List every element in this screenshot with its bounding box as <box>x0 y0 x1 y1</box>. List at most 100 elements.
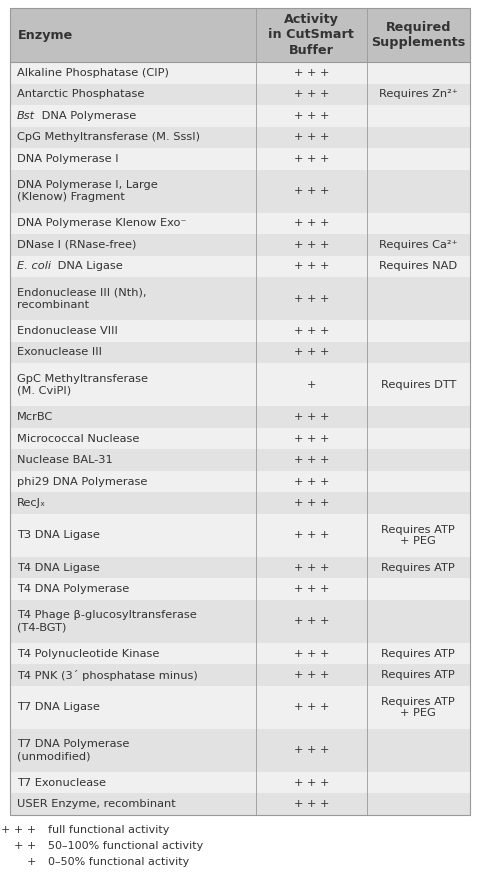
Bar <box>10 321 470 342</box>
Text: T4 Polynucleotide Kinase: T4 Polynucleotide Kinase <box>17 649 159 659</box>
Bar <box>10 600 470 643</box>
Text: + + +: + + + <box>1 825 36 835</box>
Bar <box>10 772 470 794</box>
Text: + + +: + + + <box>294 294 329 304</box>
Text: Requires ATP
+ PEG: Requires ATP + PEG <box>382 697 455 718</box>
Text: + + +: + + + <box>294 649 329 659</box>
Text: + +: + + <box>14 841 36 851</box>
Bar <box>10 729 470 772</box>
Text: + + +: + + + <box>294 326 329 336</box>
Text: + + +: + + + <box>294 670 329 680</box>
Bar <box>10 8 470 62</box>
Text: + + +: + + + <box>294 89 329 99</box>
Text: +: + <box>26 857 36 867</box>
Text: + + +: + + + <box>294 703 329 713</box>
Bar <box>10 578 470 600</box>
Bar <box>10 664 470 686</box>
Text: Antarctic Phosphatase: Antarctic Phosphatase <box>17 89 144 99</box>
Bar <box>10 256 470 277</box>
Text: + + +: + + + <box>294 412 329 422</box>
Bar <box>10 449 470 471</box>
Text: GpC Methyltransferase
(M. CviPI): GpC Methyltransferase (M. CviPI) <box>17 374 148 396</box>
Text: T7 DNA Polymerase
(unmodified): T7 DNA Polymerase (unmodified) <box>17 739 130 762</box>
Text: Micrococcal Nuclease: Micrococcal Nuclease <box>17 434 139 443</box>
Text: 0–50% functional activity: 0–50% functional activity <box>48 857 189 867</box>
Text: + + +: + + + <box>294 240 329 250</box>
Bar <box>10 62 470 84</box>
Bar <box>10 342 470 363</box>
Text: Nuclease BAL-31: Nuclease BAL-31 <box>17 455 113 465</box>
Text: + + +: + + + <box>294 498 329 508</box>
Text: Bst: Bst <box>17 110 35 121</box>
Text: Exonuclease III: Exonuclease III <box>17 347 102 358</box>
Text: USER Enzyme, recombinant: USER Enzyme, recombinant <box>17 799 176 809</box>
Text: + + +: + + + <box>294 261 329 271</box>
Text: T3 DNA Ligase: T3 DNA Ligase <box>17 531 100 540</box>
Text: Requires Zn²⁺: Requires Zn²⁺ <box>379 89 458 99</box>
Text: Alkaline Phosphatase (CIP): Alkaline Phosphatase (CIP) <box>17 68 169 78</box>
Bar <box>10 234 470 256</box>
Text: + + +: + + + <box>294 347 329 358</box>
Text: Requires ATP: Requires ATP <box>382 670 455 680</box>
Text: DNA Polymerase I, Large
(Klenow) Fragment: DNA Polymerase I, Large (Klenow) Fragmen… <box>17 180 158 202</box>
Bar <box>10 170 470 213</box>
Bar <box>10 105 470 126</box>
Bar <box>10 686 470 729</box>
Text: E. coli: E. coli <box>17 261 51 271</box>
Text: Requires ATP
+ PEG: Requires ATP + PEG <box>382 525 455 546</box>
Bar <box>10 493 470 514</box>
Text: McrBC: McrBC <box>17 412 53 422</box>
Text: DNA Polymerase Klenow Exo⁻: DNA Polymerase Klenow Exo⁻ <box>17 218 187 229</box>
Text: RecJₓ: RecJₓ <box>17 498 46 508</box>
Bar <box>10 471 470 493</box>
Text: + + +: + + + <box>294 745 329 756</box>
Text: T4 Phage β-glucosyltransferase
(T4-BGT): T4 Phage β-glucosyltransferase (T4-BGT) <box>17 610 197 632</box>
Text: T7 Exonuclease: T7 Exonuclease <box>17 778 106 788</box>
Bar <box>10 84 470 105</box>
Text: + + +: + + + <box>294 562 329 572</box>
Text: Requires ATP: Requires ATP <box>382 649 455 659</box>
Text: + + +: + + + <box>294 778 329 788</box>
Text: Requires Ca²⁺: Requires Ca²⁺ <box>379 240 457 250</box>
Bar <box>10 557 470 578</box>
Text: + + +: + + + <box>294 477 329 487</box>
Text: DNA Polymerase: DNA Polymerase <box>38 110 136 121</box>
Text: + + +: + + + <box>294 531 329 540</box>
Bar <box>10 643 470 664</box>
Text: DNase I (RNase-free): DNase I (RNase-free) <box>17 240 136 250</box>
Text: DNA Polymerase I: DNA Polymerase I <box>17 154 119 164</box>
Bar <box>10 126 470 148</box>
Text: T4 DNA Ligase: T4 DNA Ligase <box>17 562 100 572</box>
Text: T7 DNA Ligase: T7 DNA Ligase <box>17 703 100 713</box>
Text: T4 DNA Polymerase: T4 DNA Polymerase <box>17 584 129 594</box>
Bar <box>10 406 470 427</box>
Text: + + +: + + + <box>294 110 329 121</box>
Bar <box>10 148 470 170</box>
Text: Requires NAD: Requires NAD <box>379 261 457 271</box>
Text: + + +: + + + <box>294 799 329 809</box>
Bar <box>10 514 470 557</box>
Text: + + +: + + + <box>294 132 329 142</box>
Text: + + +: + + + <box>294 584 329 594</box>
Bar <box>10 363 470 406</box>
Text: Endonuclease VIII: Endonuclease VIII <box>17 326 118 336</box>
Text: Required
Supplements: Required Supplements <box>371 21 466 49</box>
Text: full functional activity: full functional activity <box>48 825 169 835</box>
Text: + + +: + + + <box>294 186 329 196</box>
Text: Activity
in CutSmart
Buffer: Activity in CutSmart Buffer <box>268 13 354 57</box>
Text: + + +: + + + <box>294 455 329 465</box>
Text: + + +: + + + <box>294 218 329 229</box>
Text: + + +: + + + <box>294 434 329 443</box>
Text: phi29 DNA Polymerase: phi29 DNA Polymerase <box>17 477 147 487</box>
Text: Requires ATP: Requires ATP <box>382 562 455 572</box>
Text: +: + <box>307 380 316 389</box>
Text: + + +: + + + <box>294 154 329 164</box>
Text: + + +: + + + <box>294 68 329 78</box>
Text: Enzyme: Enzyme <box>18 28 73 42</box>
Text: T4 PNK (3´ phosphatase minus): T4 PNK (3´ phosphatase minus) <box>17 669 198 681</box>
Bar <box>10 277 470 321</box>
Bar <box>10 427 470 449</box>
Text: CpG Methyltransferase (M. SssI): CpG Methyltransferase (M. SssI) <box>17 132 200 142</box>
Bar <box>10 213 470 234</box>
Text: 50–100% functional activity: 50–100% functional activity <box>48 841 203 851</box>
